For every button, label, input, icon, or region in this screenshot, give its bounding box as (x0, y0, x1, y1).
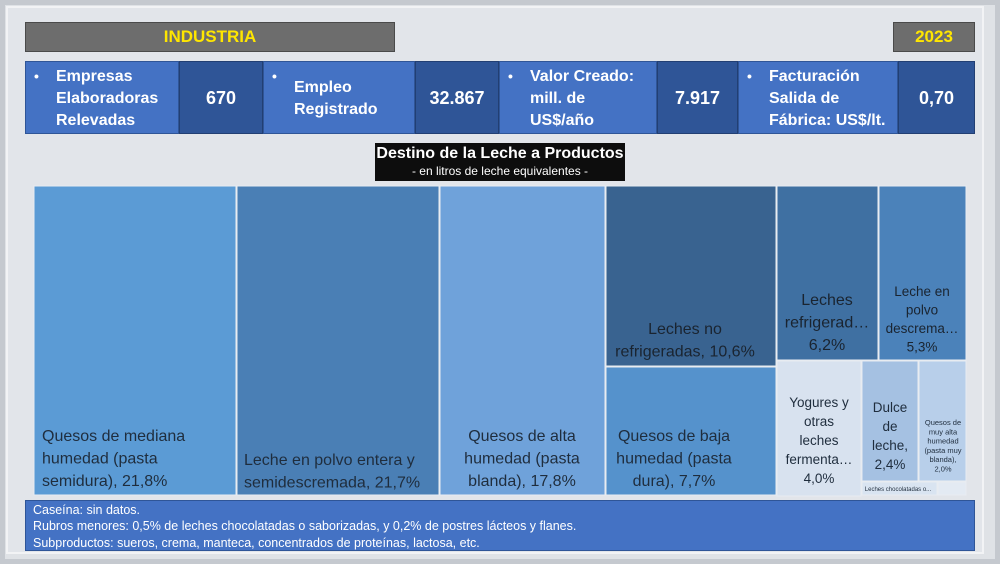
treemap-tile-rect (918, 360, 967, 482)
treemap-tile-label: Yogures y otras leches fermenta… 4,0% (786, 395, 853, 486)
kpi-facturacion-label: Facturación Salida de Fábrica: US$/lt. (769, 68, 886, 129)
year-label: 2023 (915, 27, 953, 46)
kpi-valor-creado-value: 7.917 (657, 61, 738, 134)
kpi-empleo-label: Empleo Registrado (294, 79, 378, 118)
treemap-tile-rect (439, 185, 606, 496)
note-subproductos: Subproductos: sueros, crema, manteca, co… (33, 536, 480, 550)
bullet-icon: • (508, 68, 513, 84)
treemap-tile-label: Leche en polvo entera y semidescremada, 2… (244, 452, 420, 492)
treemap-tile-label: Quesos de alta humedad (pasta blanda), 17,… (464, 428, 580, 490)
chart-title: Destino de la Leche a Productos (376, 145, 624, 162)
treemap-tile: Quesos de alta humedad (pasta blanda), 17,… (439, 185, 606, 496)
treemap-tile-rect (605, 366, 777, 496)
treemap-tile-rect (236, 185, 440, 496)
kpi-empresas-label: Empresas Elaboradoras Relevadas (56, 68, 159, 129)
treemap-tile-label: Quesos de muy alta humedad (pasta muy blanda… (924, 418, 961, 474)
section-title: INDUSTRIA (163, 27, 257, 46)
treemap-tile-rect (776, 185, 879, 361)
treemap-tile-rect (776, 360, 862, 497)
treemap-tile: Quesos de muy alta humedad (pasta muy blanda… (918, 360, 967, 482)
kpi-empresas-value: 670 (179, 61, 263, 134)
treemap-tile: Quesos de baja humedad (pasta dura), 7,7% (605, 366, 777, 496)
kpi-facturacion-value: 0,70 (898, 61, 975, 134)
treemap-tile-label: Quesos de baja humedad (pasta dura), 7,7% (616, 428, 732, 490)
kpi-facturacion: • Facturación Salida de Fábrica: US$/lt. (738, 61, 898, 134)
note-rubros-menores: Rubros menores: 0,5% de leches chocolata… (33, 519, 577, 533)
treemap-tile: Quesos de mediana humedad (pasta semidura)… (33, 185, 237, 496)
treemap-tile: Dulce de leche, 2,4% (861, 360, 919, 482)
kpi-valor-creado-label: Valor Creado: mill. de US$/año (530, 68, 635, 129)
treemap-tile: Leches no refrigeradas, 10,6% (605, 185, 777, 367)
treemap-tile-label: Leche en polvo descrema… 5,3% (886, 284, 959, 355)
kpi-empresas: • Empresas Elaboradoras Relevadas (25, 61, 179, 134)
note-caseina: Caseína: sin datos. (33, 503, 141, 517)
bullet-icon: • (272, 68, 277, 84)
treemap-tile (937, 481, 967, 496)
treemap-tile-rect (861, 360, 919, 482)
treemap-tile-rect (605, 185, 777, 367)
treemap-tile: Leches refrigerad… 6,2% (776, 185, 879, 361)
treemap-tile-label: Leches chocolatadas o... (865, 487, 932, 493)
notes-box: Caseína: sin datos. Rubros menores: 0,5%… (25, 500, 975, 551)
treemap-tile-rect (878, 185, 967, 361)
kpi-empleo-value: 32.867 (415, 61, 499, 134)
treemap-tile: Leche en polvo descrema… 5,3% (878, 185, 967, 361)
bullet-icon: • (34, 68, 39, 84)
year-box: 2023 (893, 22, 975, 52)
treemap-tile-rect (937, 481, 967, 496)
treemap-tile-label: Leches no refrigeradas, 10,6% (615, 321, 755, 361)
chart-subtitle: - en litros de leche equivalentes - (411, 164, 589, 178)
treemap-tile-label: Quesos de mediana humedad (pasta semidura)… (42, 428, 185, 490)
treemap-tile-rect (861, 481, 938, 496)
bullet-icon: • (747, 68, 752, 84)
treemap-tile-label: Leches refrigerad… 6,2% (785, 292, 869, 354)
section-title-bar: INDUSTRIA (25, 22, 395, 52)
treemap-tile: Yogures y otras leches fermenta… 4,0% (776, 360, 862, 497)
chart-title-box: Destino de la Leche a Productos - en lit… (375, 143, 625, 181)
treemap-tile: Leches chocolatadas o... (861, 481, 938, 496)
treemap-tile: Leche en polvo entera y semidescremada, 2… (236, 185, 440, 496)
treemap-tile-label: Dulce de leche, 2,4% (872, 400, 908, 472)
kpi-valor-creado: • Valor Creado: mill. de US$/año (499, 61, 657, 134)
kpi-empleo: • Empleo Registrado (263, 61, 415, 134)
treemap-tile-rect (33, 185, 237, 496)
